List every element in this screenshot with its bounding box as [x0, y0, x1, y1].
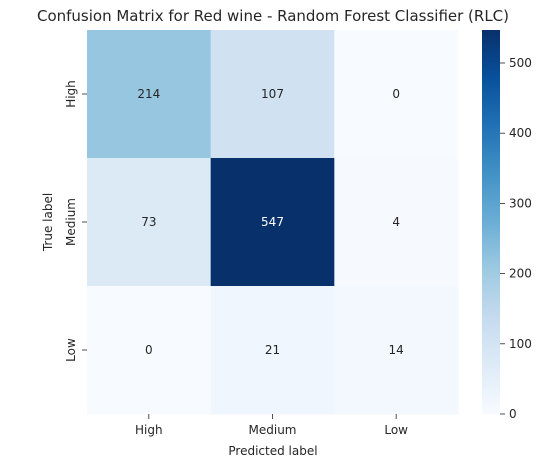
heatmap-cells: [87, 30, 459, 415]
heatmap-cell: [87, 30, 212, 159]
colorbar-tick-label: 200: [509, 267, 532, 281]
x-tick-label: Low: [384, 423, 408, 437]
heatmap-cell: [334, 30, 459, 159]
colorbar: [482, 30, 500, 414]
heatmap-cell: [210, 30, 335, 159]
heatmap-cell: [334, 286, 459, 415]
heatmap-cell: [210, 286, 335, 415]
cell-value-label: 73: [141, 215, 156, 229]
y-tick-label: Medium: [64, 198, 78, 246]
colorbar-tick-label: 0: [509, 407, 517, 421]
colorbar-tick-label: 100: [509, 337, 532, 351]
heatmap-cell: [87, 286, 212, 415]
cell-value-label: 21: [265, 343, 280, 357]
y-axis-label: True label: [41, 193, 55, 252]
colorbar-tick-label: 500: [509, 56, 532, 70]
x-tick-label: Medium: [249, 423, 297, 437]
cell-value-label: 547: [261, 215, 284, 229]
cell-value-label: 214: [137, 87, 160, 101]
colorbar-ticks: 0 100 200 300 400 500: [500, 56, 532, 421]
x-tick-label: High: [135, 423, 163, 437]
cell-value-label: 14: [389, 343, 404, 357]
colorbar-tick-label: 400: [509, 126, 532, 140]
y-axis-ticks: High Medium Low: [64, 80, 87, 362]
cell-value-label: 107: [261, 87, 284, 101]
heatmap-cell: [87, 158, 212, 287]
cell-value-label: 0: [145, 343, 153, 357]
y-tick-label: High: [64, 80, 78, 108]
x-axis-ticks: High Medium Low: [135, 414, 408, 437]
heatmap-cell: [334, 158, 459, 287]
heatmap-cell: [210, 158, 335, 287]
cell-value-label: 0: [392, 87, 400, 101]
cell-value-label: 4: [392, 215, 400, 229]
x-axis-label: Predicted label: [228, 444, 317, 458]
y-tick-label: Low: [64, 338, 78, 362]
colorbar-tick-label: 300: [509, 196, 532, 210]
chart-title: Confusion Matrix for Red wine - Random F…: [37, 7, 509, 25]
heatmap-cell-labels: 214 107 0 73 547 4 0 21 14: [137, 87, 403, 357]
